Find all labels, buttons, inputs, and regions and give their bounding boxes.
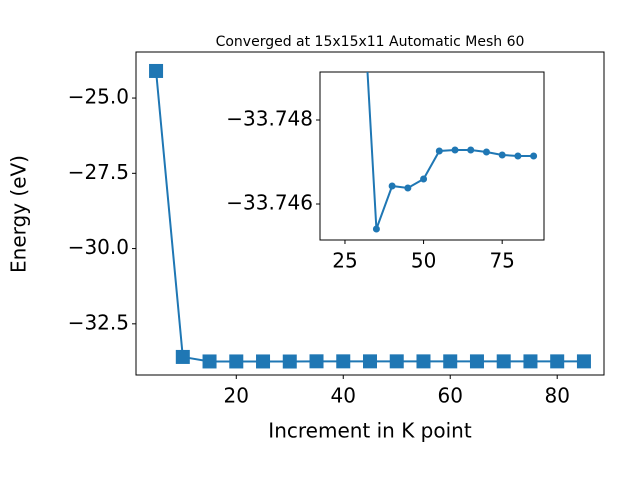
y-axis-label: Energy (eV) [7, 155, 31, 273]
marker [443, 354, 458, 369]
marker [363, 354, 377, 369]
marker [388, 182, 396, 190]
marker [435, 147, 443, 155]
marker [530, 152, 538, 160]
y-tick-label: −33.748 [226, 107, 313, 131]
marker [467, 146, 475, 154]
marker [498, 151, 506, 159]
y-tick-label: −33.746 [226, 191, 313, 215]
marker [389, 354, 404, 369]
x-tick-label: 50 [411, 249, 436, 273]
marker [229, 354, 244, 369]
marker [309, 354, 324, 369]
marker [336, 354, 351, 369]
marker [451, 146, 459, 154]
plot-area [366, 72, 538, 233]
x-tick-label: 40 [331, 384, 356, 408]
marker [514, 152, 522, 160]
y-tick-label: −32.5 [68, 310, 129, 334]
chart-title: Converged at 15x15x11 Automatic Mesh 60 [216, 34, 525, 50]
marker [282, 354, 297, 369]
marker [372, 225, 380, 233]
marker [469, 354, 484, 369]
x-tick-label: 80 [544, 384, 569, 408]
x-tick-label: 75 [489, 249, 514, 273]
marker [416, 354, 431, 369]
marker [482, 148, 490, 156]
x-tick-label: 25 [332, 249, 357, 273]
marker [576, 354, 591, 369]
x-tick-label: 60 [438, 384, 463, 408]
marker [550, 354, 565, 369]
y-tick-label: −25.0 [68, 85, 129, 109]
marker [404, 184, 412, 192]
y-tick-label: −27.5 [68, 160, 129, 184]
marker [175, 349, 190, 364]
plot-area [149, 63, 591, 369]
marker [256, 354, 271, 369]
marker [523, 354, 538, 369]
marker [496, 354, 511, 369]
x-axis-label: Increment in K point [268, 419, 472, 443]
marker [420, 175, 428, 183]
x-tick-label: 20 [224, 384, 249, 408]
marker [202, 354, 217, 369]
y-tick-label: −30.0 [68, 235, 129, 259]
marker [149, 63, 164, 78]
